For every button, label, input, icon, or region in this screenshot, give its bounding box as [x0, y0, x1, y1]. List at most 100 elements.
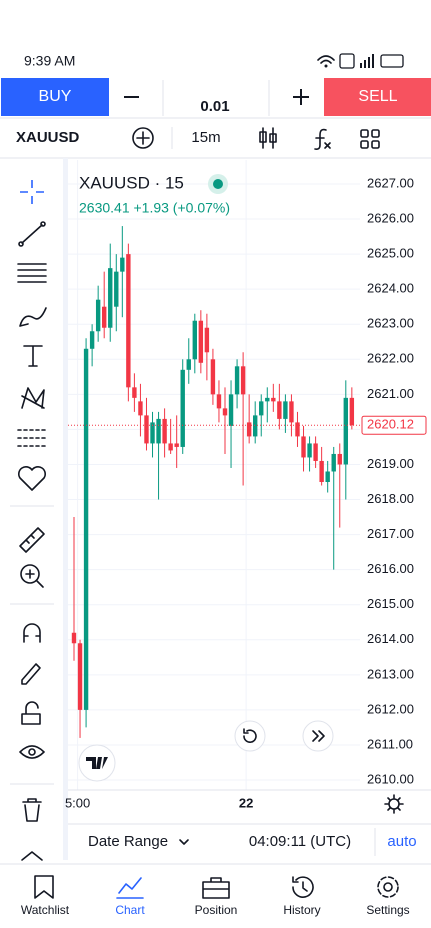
- reset-button[interactable]: [234, 720, 266, 752]
- candle-body: [283, 401, 288, 419]
- candle-body: [89, 331, 95, 349]
- price-axis: 2627.00 2626.00 2625.00 2624.00 2623.00 2622.…: [361, 175, 427, 786]
- chart-icon[interactable]: [116, 877, 144, 899]
- nav-label[interactable]: History: [283, 903, 320, 917]
- candle-body: [337, 453, 342, 465]
- candle-body: [325, 471, 330, 482]
- favorites-tool[interactable]: [17, 466, 47, 491]
- candle-body: [253, 415, 258, 437]
- market-status-dot: [213, 179, 223, 189]
- settings-icon[interactable]: [377, 876, 399, 898]
- candle-body: [204, 327, 210, 353]
- candle-body: [83, 348, 89, 710]
- candle-body: [301, 436, 306, 458]
- candle-body: [108, 268, 113, 328]
- trendline-tool[interactable]: [18, 221, 46, 247]
- settings-gear[interactable]: [384, 794, 404, 814]
- magnet-tool[interactable]: [23, 623, 41, 643]
- interval[interactable]: 15m: [191, 129, 220, 146]
- date-range-caret[interactable]: [179, 839, 189, 845]
- candle-body: [210, 359, 216, 395]
- candle-body: [138, 401, 143, 416]
- sell-label[interactable]: SELL: [358, 88, 397, 105]
- y-tick-label: 2625.00: [367, 246, 414, 261]
- brush-tool[interactable]: [19, 307, 47, 327]
- hide-tool[interactable]: [19, 745, 45, 759]
- candle-body: [228, 394, 234, 426]
- position-icon[interactable]: [202, 877, 230, 899]
- nav-label[interactable]: Position: [195, 903, 238, 917]
- symbol[interactable]: XAUUSD: [16, 129, 80, 146]
- candle-body: [180, 369, 185, 447]
- y-tick-label: 2617.00: [367, 526, 414, 541]
- last-price-label: 2620.12: [367, 417, 414, 432]
- candle-body: [216, 394, 222, 409]
- y-tick-label: 2614.00: [367, 631, 414, 646]
- zoom-tool[interactable]: [20, 564, 44, 588]
- candle-body: [126, 254, 131, 388]
- candle-body: [271, 397, 276, 402]
- y-tick-label: 2610.00: [367, 771, 414, 786]
- buy-label[interactable]: BUY: [39, 88, 72, 105]
- y-tick-label: 2615.00: [367, 596, 414, 611]
- pattern-tool[interactable]: [21, 387, 45, 409]
- candle-body: [277, 401, 282, 419]
- lot-size[interactable]: 0.01: [200, 98, 229, 115]
- candle-body: [71, 632, 77, 644]
- candle-body: [234, 366, 240, 395]
- status-icons: [317, 53, 404, 69]
- fib-tool[interactable]: [17, 263, 47, 283]
- y-tick-label: 2619.00: [367, 456, 414, 471]
- y-tick-label: 2626.00: [367, 210, 414, 225]
- candle-body: [289, 401, 294, 423]
- nav-label[interactable]: Settings: [366, 903, 409, 917]
- unlock-tool[interactable]: [21, 701, 41, 725]
- last-price-box: [361, 415, 427, 435]
- text-tool[interactable]: [23, 345, 43, 367]
- candle-body: [307, 443, 312, 458]
- y-tick-label: 2613.00: [367, 666, 414, 681]
- candle-body: [265, 397, 270, 402]
- prediction-tool[interactable]: [17, 429, 47, 447]
- candle-body: [331, 453, 336, 472]
- candle-body: [162, 418, 167, 444]
- scroll-latest-button[interactable]: [302, 720, 334, 752]
- candle-body: [192, 320, 197, 360]
- candle-body: [174, 443, 179, 447]
- candle-body: [132, 387, 137, 398]
- y-tick-label: 2627.00: [367, 175, 414, 190]
- indicators-button[interactable]: [314, 128, 331, 150]
- candle-body: [349, 397, 355, 426]
- layout-button[interactable]: [360, 129, 380, 149]
- candle-body: [168, 443, 173, 451]
- candle-body: [77, 643, 83, 710]
- date-range[interactable]: Date Range: [88, 833, 168, 850]
- y-tick-label: 2616.00: [367, 561, 414, 576]
- nav-label[interactable]: Watchlist: [21, 903, 70, 917]
- y-tick-label: 2612.00: [367, 701, 414, 716]
- candle-body: [259, 401, 264, 416]
- ohlc-summary: 2630.41 +1.93 (+0.07%): [79, 200, 230, 216]
- buy-button[interactable]: [1, 78, 109, 116]
- candle-body: [186, 359, 191, 370]
- drawing-tools: [10, 158, 68, 861]
- measure-tool[interactable]: [19, 527, 45, 553]
- chart-type-button[interactable]: [259, 127, 277, 149]
- plot-area: [68, 160, 360, 790]
- candle-body: [343, 397, 348, 465]
- y-tick-label: 2611.00: [367, 736, 413, 751]
- candle-body: [120, 257, 125, 272]
- add-symbol-button[interactable]: [132, 127, 154, 149]
- plus-button[interactable]: [293, 89, 309, 105]
- y-tick-label: 2622.00: [367, 351, 414, 366]
- crosshair-tool[interactable]: [20, 180, 44, 204]
- auto-scale[interactable]: auto: [387, 833, 416, 850]
- delete-tool[interactable]: [22, 798, 42, 822]
- lock-drawing-tool[interactable]: [21, 663, 41, 685]
- history-icon[interactable]: [292, 876, 314, 898]
- x-tick-label: 5:00: [65, 795, 90, 810]
- watchlist-icon[interactable]: [34, 875, 54, 899]
- candle-body: [102, 306, 107, 328]
- sell-button[interactable]: [324, 78, 431, 116]
- nav-label[interactable]: Chart: [115, 903, 145, 917]
